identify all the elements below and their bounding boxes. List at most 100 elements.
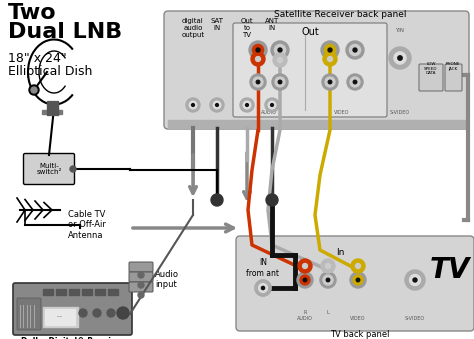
- Text: digital
audio
output: digital audio output: [182, 18, 205, 38]
- Circle shape: [278, 80, 282, 84]
- Circle shape: [249, 41, 267, 59]
- Circle shape: [275, 77, 285, 87]
- FancyBboxPatch shape: [445, 64, 462, 91]
- Circle shape: [356, 278, 360, 282]
- Bar: [69, 289, 79, 295]
- Text: S-VIDEO: S-VIDEO: [405, 316, 425, 321]
- Circle shape: [213, 101, 221, 109]
- FancyBboxPatch shape: [419, 64, 443, 91]
- Text: Satellite Receiver back panel: Satellite Receiver back panel: [274, 10, 406, 19]
- Circle shape: [389, 47, 411, 69]
- Circle shape: [302, 263, 308, 268]
- Bar: [56, 101, 58, 115]
- Circle shape: [303, 278, 307, 282]
- Text: Cable TV
or Off-Air
Antenna: Cable TV or Off-Air Antenna: [68, 210, 106, 240]
- Bar: [43, 307, 78, 327]
- Circle shape: [320, 272, 336, 288]
- Circle shape: [255, 280, 271, 296]
- Circle shape: [265, 98, 279, 112]
- Circle shape: [346, 41, 364, 59]
- Circle shape: [186, 98, 200, 112]
- Circle shape: [300, 275, 310, 285]
- Circle shape: [297, 272, 313, 288]
- Text: IN
from ant: IN from ant: [246, 258, 280, 278]
- Text: Out
to
TV: Out to TV: [241, 18, 253, 38]
- Circle shape: [278, 58, 283, 62]
- Circle shape: [298, 259, 312, 273]
- Circle shape: [272, 74, 288, 90]
- Circle shape: [256, 80, 260, 84]
- Text: Multi-
switch²: Multi- switch²: [36, 162, 62, 176]
- Circle shape: [328, 80, 332, 84]
- Circle shape: [353, 275, 363, 285]
- Text: Elliptical Dish: Elliptical Dish: [8, 65, 92, 78]
- Circle shape: [253, 77, 263, 87]
- Text: ---: ---: [57, 315, 63, 319]
- Bar: [45, 309, 75, 325]
- Circle shape: [356, 263, 360, 268]
- Circle shape: [271, 41, 289, 59]
- Bar: [42, 110, 62, 114]
- Text: S-VIDEO: S-VIDEO: [390, 110, 410, 115]
- Circle shape: [274, 44, 285, 56]
- Circle shape: [322, 74, 338, 90]
- Bar: [47, 101, 49, 115]
- Circle shape: [326, 278, 330, 282]
- Circle shape: [328, 48, 332, 52]
- Circle shape: [347, 74, 363, 90]
- Circle shape: [350, 272, 366, 288]
- Circle shape: [278, 48, 282, 52]
- FancyBboxPatch shape: [129, 272, 153, 282]
- Circle shape: [259, 284, 267, 293]
- Circle shape: [328, 57, 332, 61]
- Text: ANT
IN: ANT IN: [265, 18, 279, 31]
- Circle shape: [211, 194, 223, 206]
- FancyBboxPatch shape: [164, 11, 469, 129]
- Text: R: R: [303, 310, 307, 315]
- Circle shape: [246, 104, 248, 106]
- Circle shape: [326, 263, 330, 268]
- Text: YIN: YIN: [395, 28, 404, 33]
- Circle shape: [251, 52, 265, 66]
- FancyBboxPatch shape: [236, 236, 474, 331]
- Circle shape: [93, 309, 101, 317]
- Circle shape: [31, 87, 37, 93]
- FancyBboxPatch shape: [129, 262, 153, 272]
- Circle shape: [216, 104, 219, 106]
- Text: Dolby Digital® Receiver: Dolby Digital® Receiver: [20, 337, 125, 339]
- Circle shape: [410, 275, 420, 285]
- Text: VIDEO: VIDEO: [334, 110, 350, 115]
- Circle shape: [250, 74, 266, 90]
- Circle shape: [243, 101, 251, 109]
- Text: Dual LNB: Dual LNB: [8, 22, 122, 42]
- Text: TV: TV: [430, 256, 470, 284]
- Circle shape: [259, 284, 267, 293]
- Circle shape: [323, 275, 333, 285]
- FancyBboxPatch shape: [129, 282, 153, 292]
- Circle shape: [325, 77, 335, 87]
- Circle shape: [398, 56, 402, 60]
- Circle shape: [255, 57, 260, 61]
- Bar: [53, 101, 55, 115]
- Circle shape: [210, 98, 224, 112]
- Bar: [56, 289, 66, 295]
- FancyBboxPatch shape: [17, 298, 41, 330]
- Circle shape: [271, 104, 273, 106]
- Circle shape: [191, 104, 194, 106]
- Text: VIDEO: VIDEO: [350, 316, 366, 321]
- Text: Two: Two: [8, 3, 56, 23]
- Circle shape: [353, 80, 357, 84]
- Text: Audio
input: Audio input: [155, 270, 179, 290]
- Text: 18" x 24": 18" x 24": [8, 52, 67, 65]
- FancyBboxPatch shape: [233, 23, 387, 117]
- Circle shape: [351, 259, 365, 273]
- Circle shape: [256, 48, 260, 52]
- Bar: [168, 120, 465, 128]
- Circle shape: [323, 52, 337, 66]
- Text: TV back panel: TV back panel: [330, 330, 390, 339]
- Circle shape: [321, 259, 335, 273]
- Circle shape: [413, 278, 417, 282]
- Text: L: L: [327, 310, 329, 315]
- Bar: [50, 101, 52, 115]
- Circle shape: [350, 77, 360, 87]
